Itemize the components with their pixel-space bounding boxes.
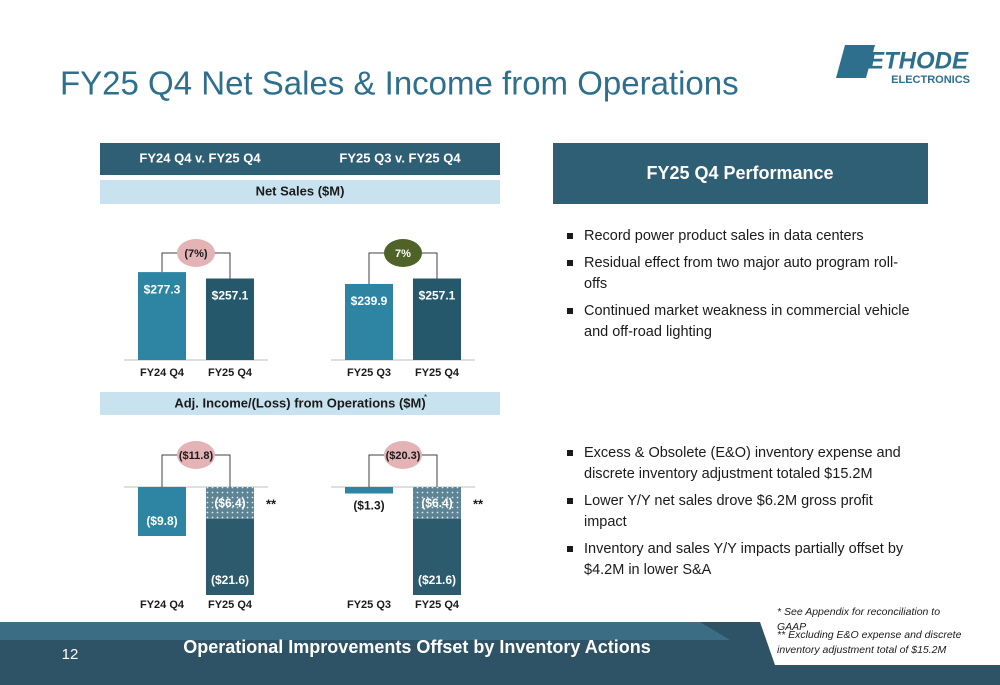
bar: [138, 487, 186, 536]
bar: [345, 283, 393, 360]
bullet: Continued market weakness in commercial …: [567, 301, 912, 343]
bullet: Record power product sales in data cente…: [567, 226, 912, 247]
bar: [206, 278, 254, 360]
logo-sub: ELECTRONICS: [891, 74, 970, 86]
tab: FY24 Q4 v. FY25 Q4: [139, 150, 261, 165]
bar: [345, 487, 393, 494]
change-label: 7%: [395, 248, 411, 260]
section-title: Adj. Income/(Loss) from Operations ($M): [174, 395, 425, 410]
page-number: 12: [62, 646, 79, 663]
change-bubble: [384, 239, 422, 267]
section-band: [100, 180, 500, 204]
adjusted-marker: **: [266, 496, 277, 511]
category-label: FY25 Q4: [208, 599, 253, 611]
section-title: Net Sales ($M): [256, 183, 345, 198]
category-label: FY25 Q4: [415, 367, 460, 379]
change-label: ($11.8): [179, 450, 214, 462]
slide-title: FY25 Q4 Net Sales & Income from Operatio…: [60, 65, 739, 102]
change-bubble: [384, 441, 422, 469]
bullet: Lower Y/Y net sales drove $6.2M gross pr…: [567, 491, 912, 533]
section-band: [100, 392, 500, 415]
change-label: ($20.3): [386, 450, 421, 462]
panel-title: FY25 Q4 Performance: [646, 163, 833, 183]
change-label: (7%): [184, 248, 208, 260]
change-bubble: [177, 441, 215, 469]
bar: [138, 272, 186, 360]
logo-mark: [836, 45, 875, 78]
value-label: $239.9: [351, 294, 388, 308]
value-label: ($21.6): [211, 573, 249, 587]
adjusted-label: ($6.4): [214, 496, 245, 510]
value-label: $257.1: [419, 289, 456, 303]
bullet: Residual effect from two major auto prog…: [567, 253, 912, 295]
footer-text: Operational Improvements Offset by Inven…: [183, 637, 650, 657]
tab-band: [100, 143, 500, 175]
bullet: Inventory and sales Y/Y impacts partiall…: [567, 539, 912, 581]
category-label: FY25 Q4: [415, 599, 460, 611]
adjusted-label: ($6.4): [421, 496, 452, 510]
value-label: $257.1: [212, 289, 249, 303]
footnote: * See Appendix for reconciliation to GAA…: [777, 606, 941, 633]
category-label: FY24 Q4: [140, 367, 185, 379]
value-label: $277.3: [144, 282, 181, 296]
adjusted-marker: **: [473, 496, 484, 511]
footer-notch: [760, 622, 1000, 665]
panel-header: [553, 143, 928, 204]
change-bubble: [177, 239, 215, 267]
sales-bullets: Record power product sales in data cente…: [567, 226, 912, 349]
tab: FY25 Q3 v. FY25 Q4: [339, 150, 461, 165]
adjusted-bar: [413, 487, 461, 519]
category-label: FY25 Q3: [347, 599, 391, 611]
bar: [413, 278, 461, 360]
value-label: ($9.8): [146, 514, 177, 528]
section-mark: *: [424, 393, 427, 402]
income-bullets: Excess & Obsolete (E&O) inventory expens…: [567, 443, 912, 587]
footnote: ** Excluding E&O expense and discrete in…: [777, 629, 962, 656]
footer-accent: [0, 622, 730, 640]
value-label: ($21.6): [418, 573, 456, 587]
category-label: FY25 Q3: [347, 367, 391, 379]
value-label: ($1.3): [353, 499, 384, 513]
bullet: Excess & Obsolete (E&O) inventory expens…: [567, 443, 912, 485]
logo-name: METHODE: [848, 47, 969, 74]
adjusted-bar: [206, 487, 254, 519]
category-label: FY25 Q4: [208, 367, 253, 379]
category-label: FY24 Q4: [140, 599, 185, 611]
